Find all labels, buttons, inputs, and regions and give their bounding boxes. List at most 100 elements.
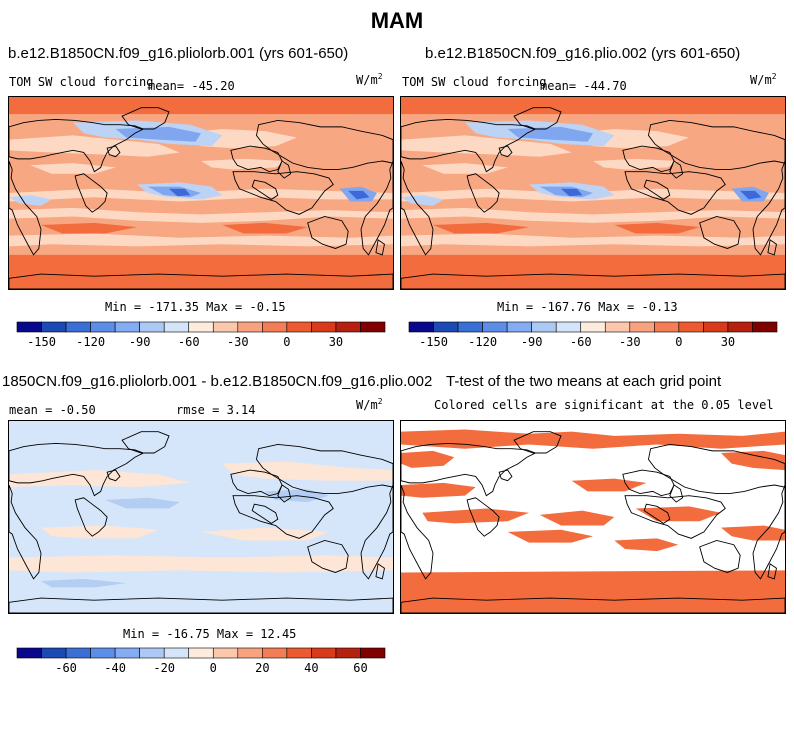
panel1-variable: TOM SW cloud forcing: [9, 75, 154, 89]
field-contour-region: [401, 233, 785, 247]
colorbar-swatch: [65, 321, 91, 333]
field-contours: [401, 97, 785, 289]
panel1-mean: mean= -45.20: [148, 79, 235, 93]
coastline: [401, 485, 433, 579]
coastline: [753, 485, 785, 579]
panel4-map: [400, 420, 786, 614]
colorbar-swatch: [678, 321, 704, 333]
coastline: [700, 216, 741, 248]
colorbar-tick-label: -150: [419, 335, 448, 349]
colorbar-tick-label: 40: [304, 661, 318, 675]
diff-contour-region: [105, 497, 180, 509]
panel1-map: [8, 96, 394, 290]
diff-contour-region: [222, 461, 393, 481]
field-contour-region: [507, 126, 593, 142]
colorbar-tick-label: 0: [210, 661, 217, 675]
figure-title: MAM: [370, 8, 424, 33]
colorbar-tick-label: -60: [570, 335, 592, 349]
panel3-case-title: 1850CN.f09_g16.pliolorb.001 - b.e12.B185…: [2, 373, 433, 390]
field-contour-region: [401, 207, 785, 223]
colorbar-tick-label: -90: [129, 335, 151, 349]
colorbar-swatch: [482, 321, 508, 333]
field-contour-region: [740, 190, 762, 200]
colorbar-tick-label: -30: [619, 335, 641, 349]
coastline: [499, 470, 512, 481]
colorbar-swatch: [286, 321, 312, 333]
colorbar-swatch: [114, 647, 140, 659]
field-contour-region: [9, 207, 393, 223]
significant-region: [507, 529, 593, 543]
colorbar-swatch: [408, 321, 434, 333]
coastline: [401, 119, 535, 171]
coastline: [75, 498, 107, 536]
field-contour-region: [401, 135, 572, 157]
colorbar-swatch: [90, 647, 116, 659]
coastline: [670, 485, 683, 502]
colorbar-swatch: [163, 647, 190, 659]
diff-contour-region: [9, 470, 191, 488]
colorbar-swatch: [188, 321, 214, 333]
coastline: [9, 161, 41, 255]
coastline: [9, 119, 143, 171]
diff-contour-region: [41, 578, 127, 588]
coastline: [231, 470, 282, 496]
colorbar-swatch: [41, 321, 67, 333]
field-contour-region: [401, 254, 785, 289]
colorbar-tick-label: 20: [255, 661, 269, 675]
coastline: [514, 108, 561, 129]
coastline: [9, 274, 393, 289]
field-contour-region: [9, 254, 393, 289]
colorbar-swatch: [237, 647, 263, 659]
coastline: [256, 444, 393, 493]
panel3-colorbar-svg: -60 -40 -20 0 20 40 60: [16, 647, 386, 675]
panel3-mean: mean = -0.50: [9, 403, 96, 417]
colorbar-tick-label: -40: [104, 661, 126, 675]
panel2-map-svg: [401, 97, 785, 289]
coastline: [308, 540, 349, 572]
coastline: [308, 216, 349, 248]
colorbar-swatch: [139, 647, 165, 659]
colorbar-tick-label: -90: [521, 335, 543, 349]
coastline: [376, 240, 385, 255]
panel2-map: [400, 96, 786, 290]
panel2-variable: TOM SW cloud forcing: [402, 75, 547, 89]
colorbar-swatch: [629, 321, 655, 333]
coastline: [376, 564, 385, 579]
coastline: [278, 161, 291, 178]
colorbar-tick-label: -60: [178, 335, 200, 349]
significant-region: [422, 508, 529, 524]
coastline: [768, 564, 777, 579]
colorbar-tick-label: 30: [329, 335, 343, 349]
colorbar-swatch: [604, 321, 631, 333]
coastline: [252, 504, 278, 523]
field-contour-region: [9, 233, 393, 247]
field-contours: [9, 97, 393, 289]
colorbar-tick-label: 60: [353, 661, 367, 675]
colorbar-swatch: [727, 321, 753, 333]
colorbar-swatch: [114, 321, 140, 333]
panel4-subtitle: Colored cells are significant at the 0.0…: [434, 398, 774, 412]
colorbar-swatch: [65, 647, 91, 659]
significant-region: [571, 478, 647, 492]
colorbar-swatch: [433, 321, 459, 333]
coastline: [648, 120, 785, 169]
colorbar-swatch: [16, 647, 42, 659]
coastline: [256, 120, 393, 169]
field-contour-region: [9, 97, 393, 115]
panel2-colorbar-svg: -150 -120 -90 -60 -30 0 30: [408, 321, 778, 349]
significant-cells: [401, 429, 785, 613]
colorbar-swatch: [212, 321, 239, 333]
field-contour-region: [41, 222, 137, 234]
colorbar-swatch: [90, 321, 116, 333]
coastline: [753, 161, 785, 255]
significant-region: [721, 450, 785, 471]
colorbar-swatch: [262, 647, 288, 659]
coastline: [623, 470, 674, 496]
colorbar-swatch: [335, 647, 361, 659]
colorbar-swatch: [335, 321, 361, 333]
field-contour-region: [169, 188, 191, 197]
panel3-units: W/m2: [356, 397, 383, 412]
colorbar-swatch: [286, 647, 312, 659]
coastline: [768, 240, 777, 255]
coastline: [401, 443, 535, 495]
